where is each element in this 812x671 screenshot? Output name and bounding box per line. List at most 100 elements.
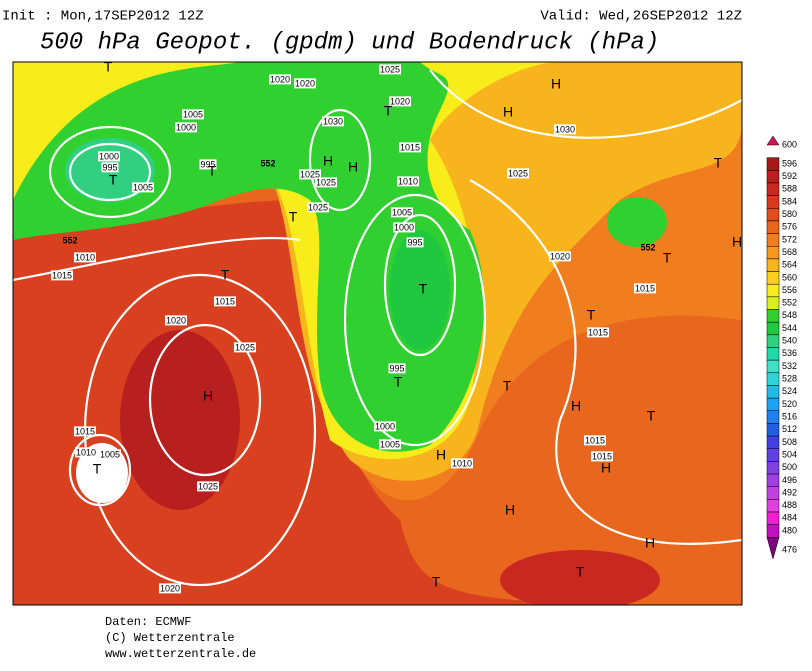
isobar-label-bg — [298, 169, 322, 180]
isobar — [68, 433, 132, 507]
colorbar-label: 576 — [782, 222, 797, 232]
colorbar-cap — [766, 135, 780, 146]
isobar-label: 1005 — [380, 439, 400, 449]
colorbar-cell — [766, 435, 780, 449]
isobar-label: 1025 — [198, 481, 218, 491]
isobar-label-bg — [213, 296, 237, 307]
colorbar-cell — [766, 233, 780, 247]
colorbar-cell — [766, 461, 780, 475]
pressure-center: T — [384, 103, 393, 119]
pressure-center: H — [645, 535, 655, 551]
pressure-center: T — [221, 267, 230, 283]
isobar-label: 1025 — [308, 202, 328, 212]
colorbar-label: 484 — [782, 513, 797, 523]
colorbar-cell — [766, 334, 780, 348]
colorbar-label: 584 — [782, 196, 797, 206]
isobar-label-bg — [293, 78, 317, 89]
isobar-label-bg — [586, 327, 610, 338]
isobar-label-bg — [158, 583, 182, 594]
colorbar-label: 508 — [782, 437, 797, 447]
pressure-center: T — [503, 378, 512, 394]
colorbar-cell — [766, 511, 780, 525]
pressure-center: T — [289, 209, 298, 225]
isobar — [148, 323, 262, 477]
pressure-center: H — [571, 398, 581, 414]
isobar-label-bg — [73, 426, 97, 437]
pressure-center: H — [503, 104, 513, 120]
colorbar-cell — [766, 170, 780, 184]
isobar-label-bg — [398, 142, 422, 153]
isobar-label-bg — [406, 237, 424, 248]
footer-line: www.wetterzentrale.de — [105, 647, 256, 661]
colorbar-label: 600 — [782, 139, 797, 149]
isobar-label: 1015 — [592, 451, 612, 461]
isobar-label: 1005 — [133, 182, 153, 192]
isobar-label-bg — [378, 64, 402, 75]
field-green-east — [607, 197, 667, 247]
isobar-label-bg — [164, 315, 188, 326]
isobar-label: 995 — [389, 363, 404, 373]
colorbar-cell — [766, 321, 780, 336]
isobar-label-bg — [74, 447, 98, 458]
pressure-center: T — [663, 250, 672, 266]
isobar-label: 1015 — [585, 435, 605, 445]
colorbar-cell — [766, 473, 780, 487]
isobar-label: 1015 — [588, 327, 608, 337]
colorbar-label: 548 — [782, 310, 797, 320]
colorbar-cell — [766, 246, 780, 260]
colorbar-cell — [766, 208, 780, 222]
isobar-label-bg — [373, 421, 397, 432]
colorbar-label: 488 — [782, 500, 797, 510]
colorbar-label: 504 — [782, 449, 797, 459]
isobar-label-bg — [396, 176, 420, 187]
isobar-label-bg — [390, 207, 414, 218]
isobar-label: 1010 — [398, 176, 418, 186]
map-field — [13, 62, 742, 605]
pressure-center: T — [714, 155, 723, 171]
pressure-center: T — [208, 163, 217, 179]
isobar-label: 1020 — [166, 315, 186, 325]
isobar-label: 1000 — [394, 222, 414, 232]
isobar-label: 995 — [102, 162, 117, 172]
height-label: 552 — [260, 158, 275, 168]
isobar-label-bg — [50, 270, 74, 281]
colorbar-label: 480 — [782, 525, 797, 535]
footer-line: Daten: ECMWF — [105, 615, 191, 629]
colorbar-label: 560 — [782, 272, 797, 282]
colorbar-cell — [766, 347, 780, 361]
isobar-label-bg — [548, 251, 572, 262]
colorbar-cell — [766, 499, 780, 513]
colorbar-label: 552 — [782, 298, 797, 308]
pressure-center: T — [432, 574, 441, 590]
pressure-center: H — [436, 447, 446, 463]
isobar-label: 1025 — [316, 177, 336, 187]
colorbar-cell — [766, 486, 780, 500]
isobar-label-bg — [131, 182, 155, 193]
isobar-label: 1015 — [635, 283, 655, 293]
isobar-label-bg — [321, 116, 345, 127]
isobar-label: 1030 — [323, 116, 343, 126]
colorbar-cell — [766, 195, 780, 209]
colorbar-label: 596 — [782, 158, 797, 168]
isobar-label: 1010 — [452, 458, 472, 468]
isobar-label: 995 — [407, 237, 422, 247]
isobar-label-bg — [174, 122, 198, 133]
colorbar-label: 536 — [782, 348, 797, 358]
height-label: 552 — [640, 242, 655, 252]
colorbar-cell — [766, 385, 780, 399]
pressure-center: T — [394, 374, 403, 390]
pressure-center: T — [419, 281, 428, 297]
colorbar-label: 516 — [782, 411, 797, 421]
isobar-label-bg — [268, 74, 292, 85]
isobar — [68, 142, 152, 202]
isobar-label: 1025 — [508, 168, 528, 178]
isobar-label-bg — [583, 435, 607, 446]
isobar-label-bg — [98, 449, 122, 460]
isobar-label: 1015 — [52, 270, 72, 280]
colorbar-label: 528 — [782, 374, 797, 384]
isobar-label-bg — [590, 451, 614, 462]
colorbar-label: 512 — [782, 424, 797, 434]
isobar-label: 1000 — [375, 421, 395, 431]
